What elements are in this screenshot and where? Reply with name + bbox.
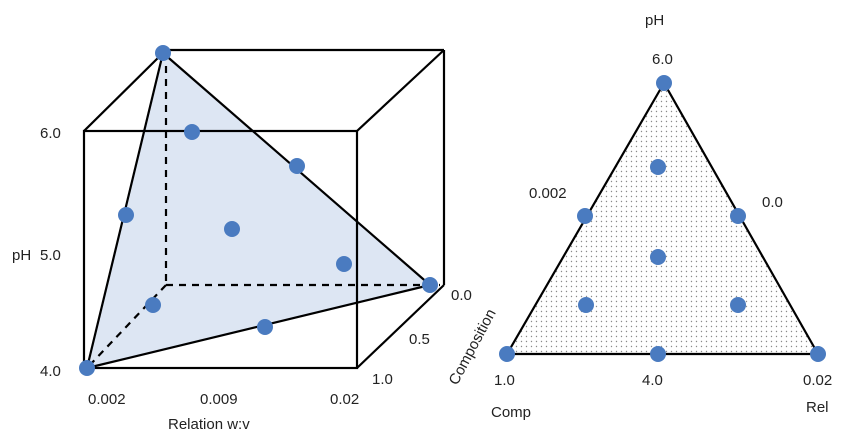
cube-z-tick-00: 0.0 <box>451 287 472 304</box>
design-point <box>650 159 666 175</box>
cube-y-axis-title: pH <box>12 247 31 264</box>
triangle-bottom-mid-value: 4.0 <box>642 372 663 389</box>
cube-y-tick-6: 6.0 <box>40 125 61 142</box>
design-point <box>155 45 171 61</box>
cube-x-tick-0002: 0.002 <box>88 391 126 408</box>
design-point <box>578 297 594 313</box>
design-point <box>730 297 746 313</box>
design-point <box>79 360 95 376</box>
cube-edge-depth-top-left <box>83 49 167 132</box>
cube-edge-depth-bottom-right <box>356 284 445 369</box>
triangle-bottom-left-value: 1.0 <box>494 372 515 389</box>
triangle-bottom-right-title: Rel <box>806 399 829 416</box>
tetrahedron-face <box>87 53 430 368</box>
design-point <box>577 208 593 224</box>
design-point <box>224 221 240 237</box>
design-point <box>650 249 666 265</box>
design-point <box>289 158 305 174</box>
triangle-bottom-right-value: 0.02 <box>803 372 832 389</box>
cube-front-face <box>82 129 359 370</box>
design-point <box>656 75 672 91</box>
design-point <box>810 346 826 362</box>
design-point <box>422 277 438 293</box>
cube-z-tick-10: 1.0 <box>372 371 393 388</box>
cube-diagram: 6.0 5.0 4.0 pH 0.002 0.009 0.02 Relation… <box>12 45 500 433</box>
design-point <box>257 319 273 335</box>
cube-y-tick-5: 5.0 <box>40 247 61 264</box>
design-point <box>184 124 200 140</box>
triangle-top-title: pH <box>645 12 664 29</box>
design-point <box>499 346 515 362</box>
cube-y-tick-4: 4.0 <box>40 363 61 380</box>
cube-x-axis-title: Relation w:v <box>168 416 250 433</box>
triangle-top-value: 6.0 <box>652 51 673 68</box>
cube-x-tick-0009: 0.009 <box>200 391 238 408</box>
triangle-right-mid-value: 0.0 <box>762 194 783 211</box>
triangle-bottom-left-title: Comp <box>491 404 531 421</box>
design-point <box>730 208 746 224</box>
cube-z-tick-05: 0.5 <box>409 331 430 348</box>
design-point <box>336 256 352 272</box>
design-point <box>118 207 134 223</box>
cube-z-axis-title: Composition <box>446 306 500 388</box>
cube-edge-depth-top-right <box>356 49 445 132</box>
design-point <box>145 297 161 313</box>
triangle-diagram: pH 6.0 0.002 0.0 1.0 4.0 0.02 Comp Rel <box>491 12 832 421</box>
triangle-left-mid-value: 0.002 <box>529 185 567 202</box>
triangle-shape <box>505 80 820 356</box>
design-point <box>650 346 666 362</box>
cube-x-tick-002: 0.02 <box>330 391 359 408</box>
